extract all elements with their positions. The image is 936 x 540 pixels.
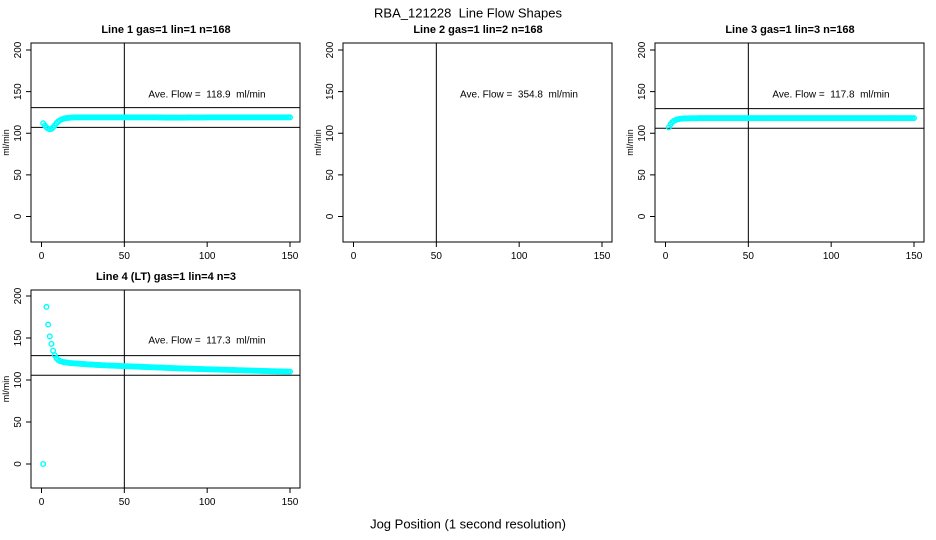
panel-3-ave-flow-annotation: Ave. Flow = 117.8 ml/min <box>772 89 890 101</box>
data-point <box>43 303 50 310</box>
data-point <box>45 321 52 328</box>
y-tick-label: 100 <box>637 124 648 141</box>
data-point <box>287 114 294 121</box>
y-axis-label: ml/min <box>313 129 323 156</box>
panel-2-title: Line 2 gas=1 lin=2 n=168 <box>413 24 543 36</box>
y-tick-label: 50 <box>13 169 24 181</box>
panel-4-ave-flow-annotation: Ave. Flow = 117.3 ml/min <box>148 335 266 347</box>
y-tick-label: 150 <box>637 83 648 100</box>
x-tick-label: 0 <box>39 251 45 262</box>
figure-xlabel: Jog Position (1 second resolution) <box>370 516 566 532</box>
y-tick-label: 0 <box>13 213 24 219</box>
x-tick-label: 50 <box>119 497 131 508</box>
y-tick-label: 150 <box>13 329 24 346</box>
y-tick-label: 200 <box>325 41 336 58</box>
y-axis-label: ml/min <box>1 129 11 156</box>
data-point <box>287 368 294 375</box>
data-point <box>48 340 55 347</box>
x-tick-label: 100 <box>199 497 216 508</box>
x-tick-label: 0 <box>39 497 45 508</box>
y-tick-label: 50 <box>637 169 648 181</box>
y-axis-label: ml/min <box>625 129 635 156</box>
x-tick-label: 100 <box>199 251 216 262</box>
x-tick-label: 100 <box>511 251 528 262</box>
y-tick-label: 100 <box>13 124 24 141</box>
figure-title: RBA_121228 Line Flow Shapes <box>374 5 562 21</box>
y-tick-label: 200 <box>13 41 24 58</box>
x-tick-label: 150 <box>906 251 923 262</box>
x-tick-label: 0 <box>351 251 357 262</box>
panel-1-ave-flow-annotation: Ave. Flow = 118.9 ml/min <box>148 89 266 101</box>
y-tick-label: 50 <box>13 416 24 428</box>
x-tick-label: 50 <box>431 251 443 262</box>
plot-box <box>30 42 301 243</box>
panel-3-title: Line 3 gas=1 lin=3 n=168 <box>725 24 855 36</box>
y-tick-label: 0 <box>13 461 24 467</box>
panel-1-title: Line 1 gas=1 lin=1 n=168 <box>101 24 231 36</box>
y-tick-label: 150 <box>13 83 24 100</box>
plot-box <box>342 42 613 243</box>
x-tick-label: 150 <box>282 497 299 508</box>
x-tick-label: 0 <box>663 251 669 262</box>
x-tick-label: 150 <box>594 251 611 262</box>
y-tick-label: 200 <box>13 287 24 304</box>
plot-box <box>654 42 925 243</box>
y-tick-label: 200 <box>637 41 648 58</box>
y-tick-label: 0 <box>325 213 336 219</box>
x-tick-label: 50 <box>119 251 131 262</box>
data-point <box>50 347 57 354</box>
panel-2-ave-flow-annotation: Ave. Flow = 354.8 ml/min <box>460 89 578 101</box>
panel-4-title: Line 4 (LT) gas=1 lin=4 n=3 <box>95 271 237 283</box>
y-tick-label: 50 <box>325 169 336 181</box>
x-tick-label: 100 <box>823 251 840 262</box>
data-point <box>40 461 47 468</box>
y-tick-label: 100 <box>325 124 336 141</box>
data-point <box>911 115 918 122</box>
x-tick-label: 50 <box>743 251 755 262</box>
y-tick-label: 100 <box>13 371 24 388</box>
data-point <box>46 333 53 340</box>
x-tick-label: 150 <box>282 251 299 262</box>
y-tick-label: 150 <box>325 83 336 100</box>
y-tick-label: 0 <box>637 213 648 219</box>
plot-box <box>30 289 301 489</box>
y-axis-label: ml/min <box>1 376 11 403</box>
